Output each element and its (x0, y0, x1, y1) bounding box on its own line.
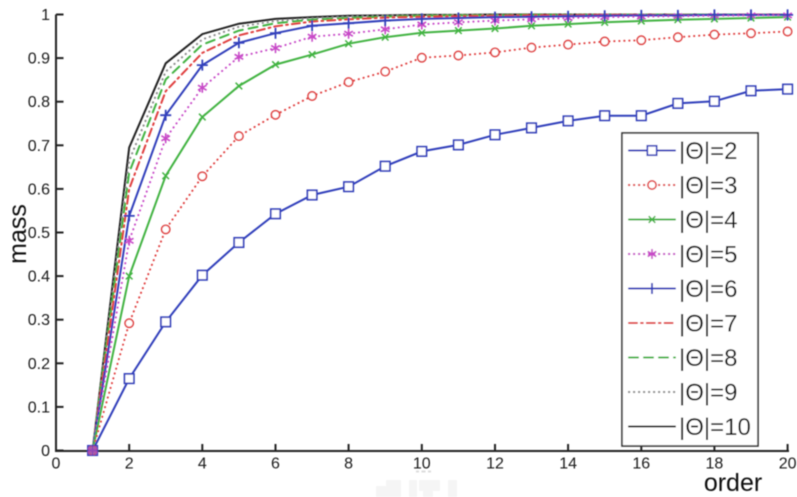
svg-text:0.7: 0.7 (28, 138, 50, 155)
svg-text:0.4: 0.4 (28, 269, 50, 286)
svg-text:0.1: 0.1 (28, 399, 50, 416)
svg-text:8: 8 (344, 456, 353, 473)
svg-text:mass: mass (4, 204, 32, 264)
svg-text:|Θ|=9: |Θ|=9 (679, 380, 738, 407)
svg-text:|Θ|=8: |Θ|=8 (679, 345, 738, 372)
svg-text:|Θ|=7: |Θ|=7 (679, 311, 738, 338)
svg-text:0.9: 0.9 (28, 51, 50, 68)
svg-text:0.2: 0.2 (28, 356, 50, 373)
svg-text:|Θ|=6: |Θ|=6 (679, 276, 738, 303)
svg-text:|Θ|=10: |Θ|=10 (679, 414, 751, 441)
svg-text:16: 16 (632, 456, 650, 473)
svg-text:6: 6 (271, 456, 280, 473)
svg-text:0: 0 (41, 443, 50, 460)
svg-text:2: 2 (125, 456, 134, 473)
svg-text:0.8: 0.8 (28, 94, 50, 111)
svg-text:0.5: 0.5 (28, 225, 50, 242)
svg-text:20: 20 (779, 456, 797, 473)
svg-text:|Θ|=5: |Θ|=5 (679, 242, 738, 269)
svg-text:|Θ|=4: |Θ|=4 (679, 207, 738, 234)
svg-text:|Θ|=3: |Θ|=3 (679, 173, 738, 200)
svg-text:12: 12 (486, 456, 504, 473)
svg-text:1: 1 (41, 7, 50, 24)
svg-text:|Θ|=2: |Θ|=2 (679, 138, 738, 165)
svg-text:4: 4 (198, 456, 207, 473)
svg-text:0.6: 0.6 (28, 181, 50, 198)
svg-text:0.3: 0.3 (28, 312, 50, 329)
svg-text:order: order (704, 469, 762, 497)
svg-text:0: 0 (52, 456, 61, 473)
svg-text:10: 10 (413, 456, 431, 473)
svg-text:14: 14 (559, 456, 577, 473)
svg-text:18: 18 (706, 456, 724, 473)
